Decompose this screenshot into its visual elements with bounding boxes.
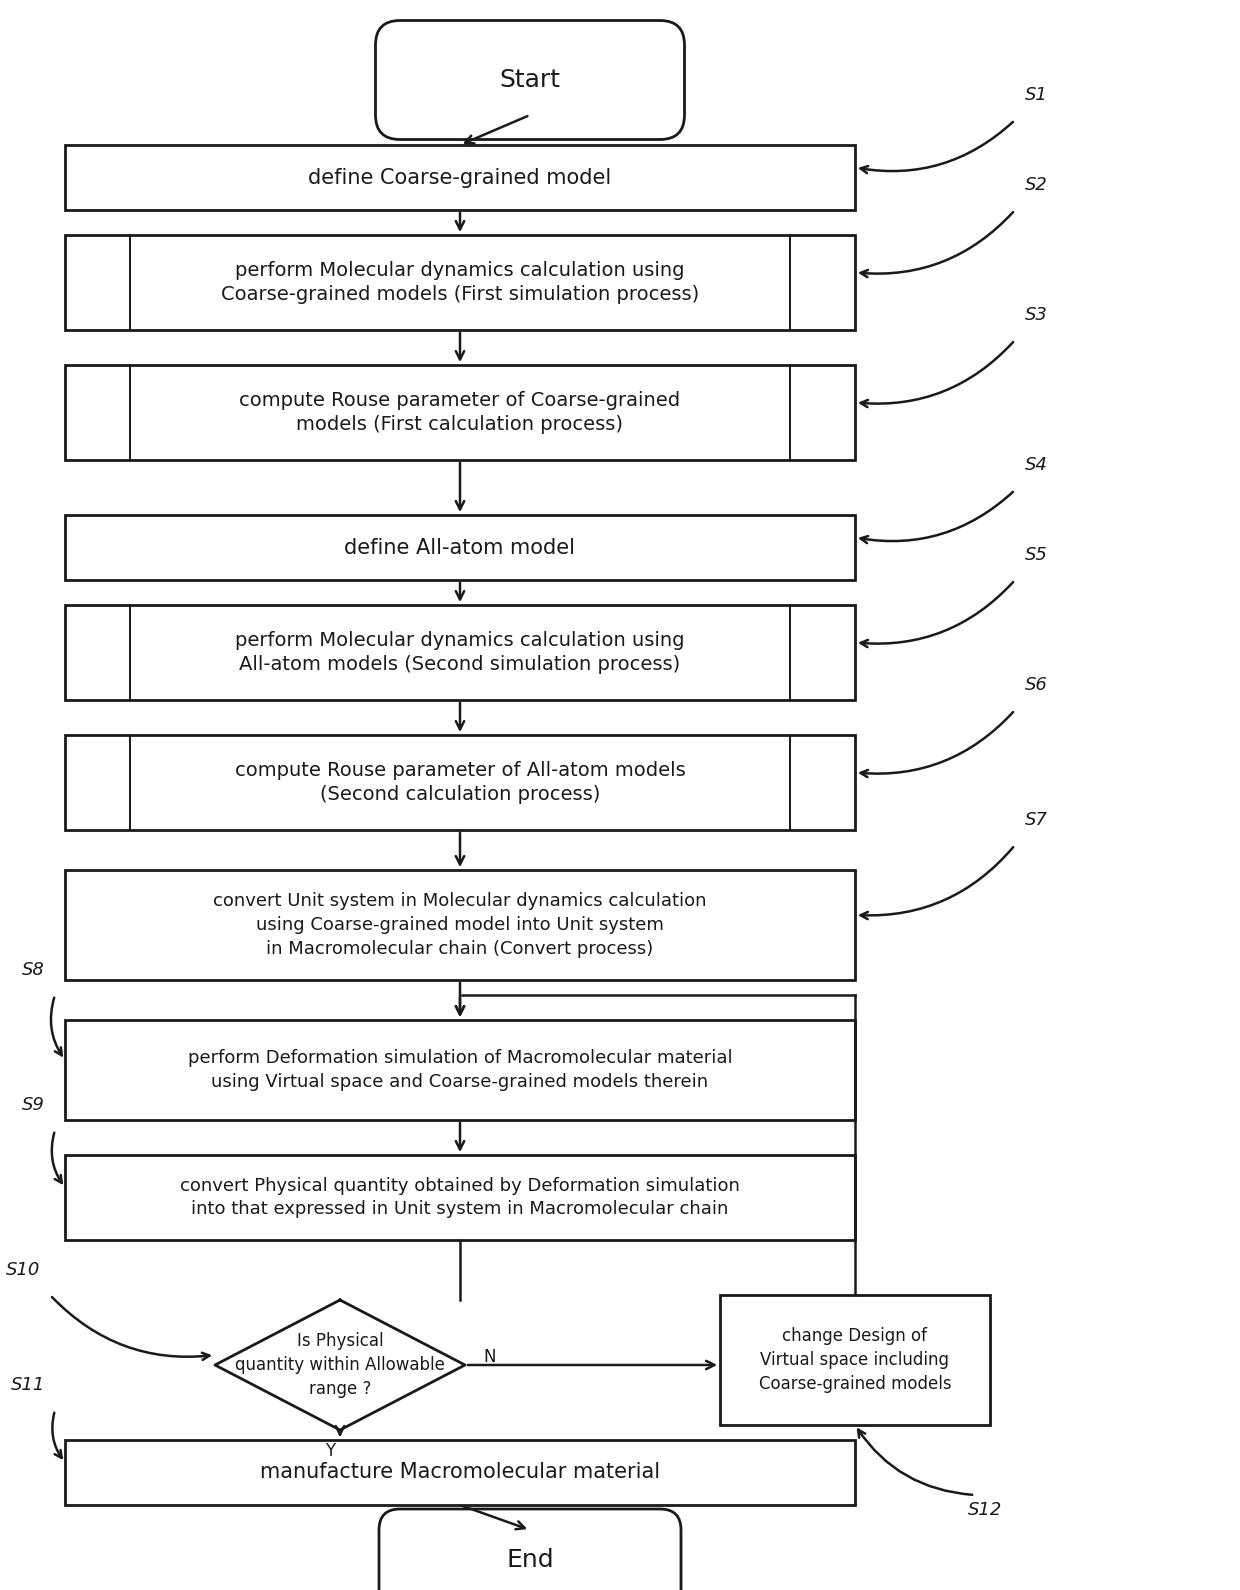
Polygon shape (215, 1301, 465, 1429)
Text: Start: Start (500, 68, 560, 92)
Text: S10: S10 (6, 1261, 40, 1278)
Text: define All-atom model: define All-atom model (345, 537, 575, 558)
Text: define Coarse-grained model: define Coarse-grained model (309, 167, 611, 188)
Text: S3: S3 (1025, 305, 1048, 324)
Text: compute Rouse parameter of Coarse-grained
models (First calculation process): compute Rouse parameter of Coarse-graine… (239, 391, 681, 434)
Text: End: End (506, 1549, 554, 1573)
Text: S8: S8 (22, 960, 45, 979)
Text: perform Molecular dynamics calculation using
Coarse-grained models (First simula: perform Molecular dynamics calculation u… (221, 261, 699, 305)
Bar (64, 870, 856, 979)
Bar (64, 1021, 856, 1119)
Bar (64, 1441, 856, 1506)
Bar (64, 606, 856, 700)
Bar (64, 515, 856, 580)
Bar (720, 1294, 990, 1425)
FancyBboxPatch shape (379, 1509, 681, 1590)
Bar (64, 145, 856, 210)
Text: N: N (484, 1348, 496, 1366)
Text: S7: S7 (1025, 811, 1048, 828)
Bar (64, 1154, 856, 1240)
Text: S12: S12 (967, 1501, 1002, 1518)
Text: S5: S5 (1025, 545, 1048, 564)
Text: manufacture Macromolecular material: manufacture Macromolecular material (260, 1463, 660, 1482)
Text: perform Molecular dynamics calculation using
All-atom models (Second simulation : perform Molecular dynamics calculation u… (236, 631, 684, 674)
Bar (64, 235, 856, 331)
Bar (64, 735, 856, 830)
Text: Is Physical
quantity within Allowable
range ?: Is Physical quantity within Allowable ra… (236, 1332, 445, 1398)
Text: S4: S4 (1025, 456, 1048, 474)
Text: perform Deformation simulation of Macromolecular material
using Virtual space an: perform Deformation simulation of Macrom… (187, 1049, 733, 1091)
Text: S6: S6 (1025, 676, 1048, 693)
Text: S1: S1 (1025, 86, 1048, 103)
Text: S2: S2 (1025, 176, 1048, 194)
Text: convert Unit system in Molecular dynamics calculation
using Coarse-grained model: convert Unit system in Molecular dynamic… (213, 892, 707, 957)
Bar (64, 366, 856, 460)
Text: Y: Y (325, 1442, 335, 1460)
Text: S9: S9 (22, 1096, 45, 1115)
FancyBboxPatch shape (376, 21, 684, 140)
Text: compute Rouse parameter of All-atom models
(Second calculation process): compute Rouse parameter of All-atom mode… (234, 760, 686, 805)
Text: S11: S11 (11, 1375, 45, 1394)
Text: change Design of
Virtual space including
Coarse-grained models: change Design of Virtual space including… (759, 1328, 951, 1393)
Text: convert Physical quantity obtained by Deformation simulation
into that expressed: convert Physical quantity obtained by De… (180, 1177, 740, 1218)
